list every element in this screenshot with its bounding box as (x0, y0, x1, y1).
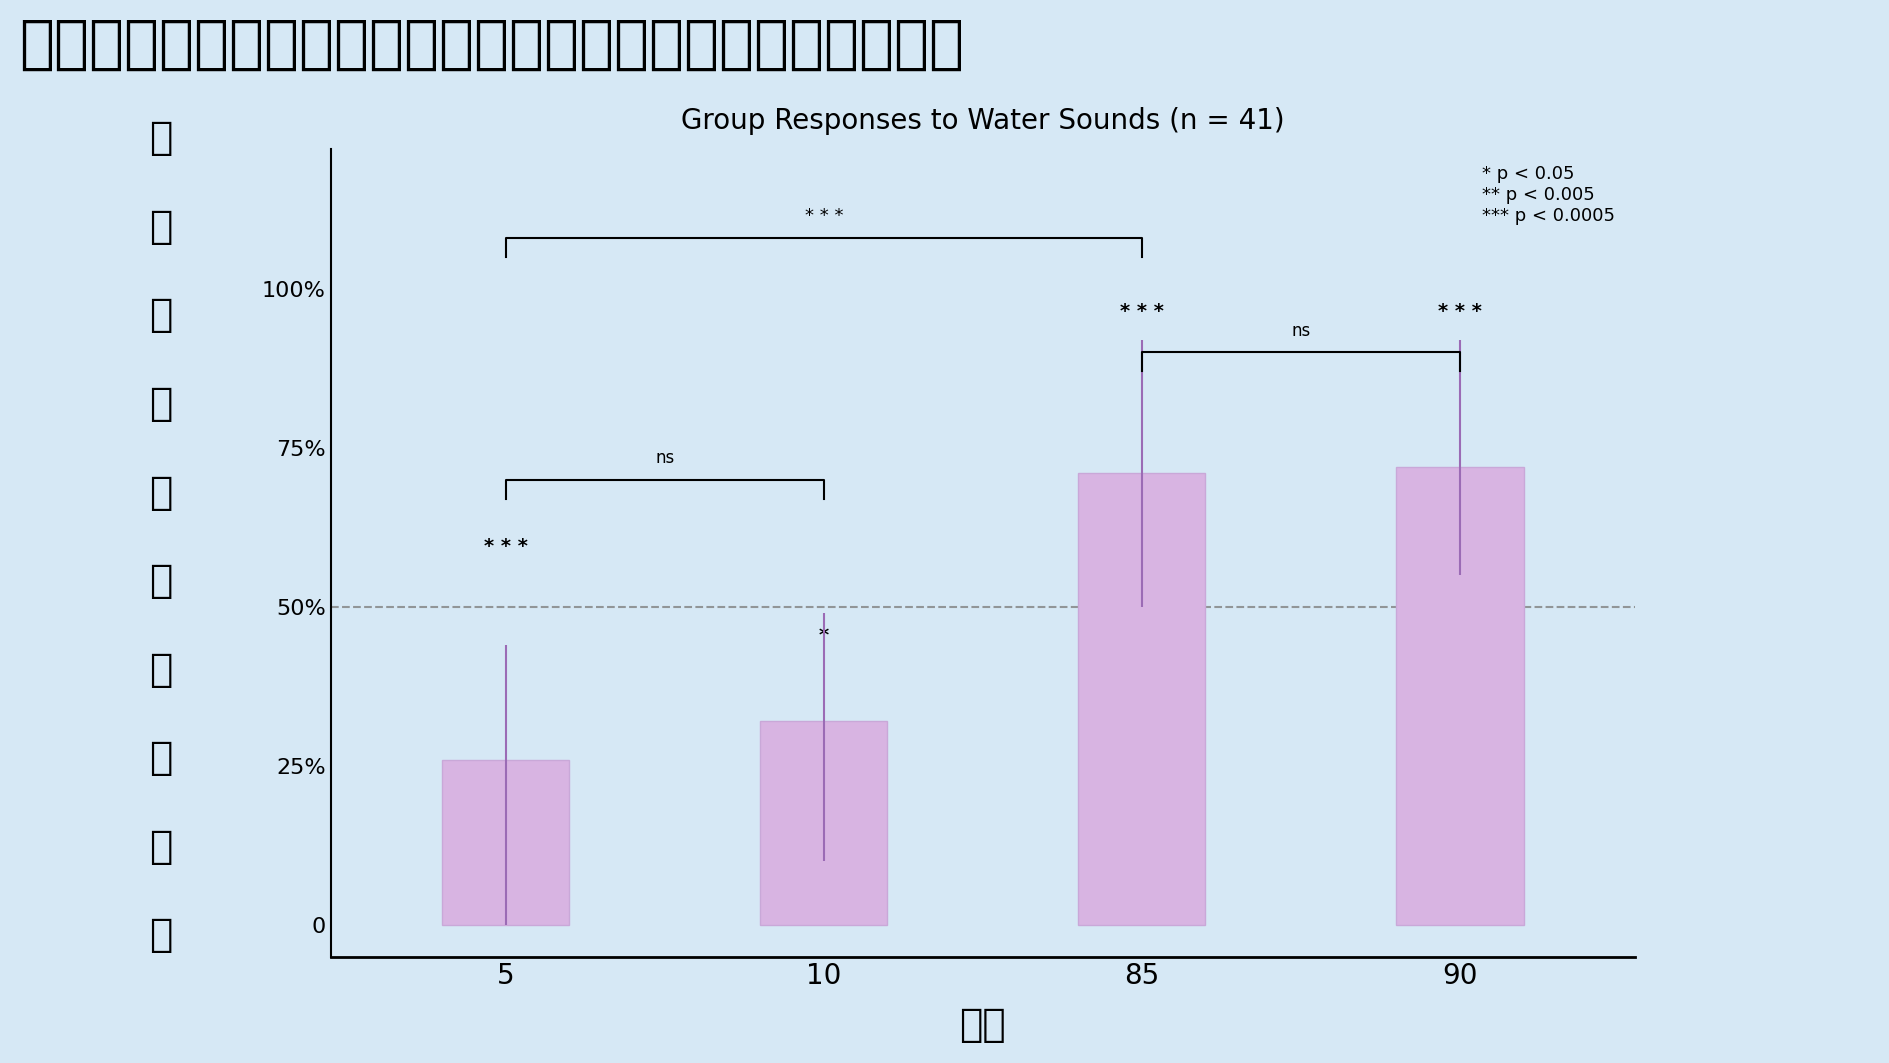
Text: る: る (149, 473, 172, 511)
Text: * * *: * * * (484, 537, 527, 556)
Text: * * *: * * * (805, 207, 842, 225)
Text: 度: 度 (149, 651, 172, 689)
Bar (1396, 467, 1523, 925)
Text: * p < 0.05
** p < 0.005
*** p < 0.0005: * p < 0.05 ** p < 0.005 *** p < 0.0005 (1481, 165, 1615, 224)
Bar (759, 722, 888, 925)
Text: レ: レ (149, 739, 172, 777)
Text: 実際の温度と予想される温度レベルは相関関係にありました: 実際の温度と予想される温度レベルは相関関係にありました (19, 16, 963, 73)
Text: *: * (818, 626, 829, 645)
Text: ル: ル (149, 916, 172, 955)
Text: れ: れ (149, 385, 172, 423)
Text: ns: ns (1290, 322, 1309, 340)
X-axis label: 温度: 温度 (960, 1007, 1005, 1044)
Text: 予: 予 (149, 119, 172, 157)
Text: さ: さ (149, 297, 172, 335)
Title: Group Responses to Water Sounds (n = 41): Group Responses to Water Sounds (n = 41) (680, 107, 1285, 135)
Text: * * *: * * * (1120, 302, 1164, 321)
Bar (442, 759, 569, 925)
Text: * * *: * * * (1438, 302, 1481, 321)
Text: ベ: ベ (149, 828, 172, 866)
Text: ns: ns (655, 449, 674, 467)
Text: 想: 想 (149, 207, 172, 246)
Bar (1077, 473, 1205, 925)
Text: 温: 温 (149, 562, 172, 601)
